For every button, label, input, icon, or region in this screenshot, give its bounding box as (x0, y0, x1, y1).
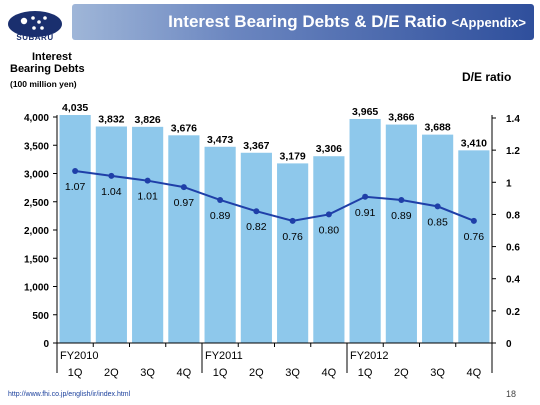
bar-value-label: 3,832 (98, 113, 124, 125)
quarter-label: 3Q (285, 367, 300, 379)
de-ratio-label: 0.76 (464, 231, 485, 243)
bar-value-label: 3,410 (461, 137, 487, 149)
de-ratio-point (289, 217, 296, 224)
quarter-label: 4Q (177, 367, 192, 379)
logo-text: SUBARU (16, 33, 54, 42)
bar-value-label: 3,688 (424, 122, 450, 134)
quarter-label: 3Q (430, 367, 445, 379)
bar-value-label: 3,965 (352, 106, 378, 118)
left-tick-label: 1,500 (24, 254, 49, 265)
bar (422, 134, 454, 343)
right-tick-label: 0.8 (506, 210, 520, 221)
de-ratio-label: 0.80 (319, 224, 340, 236)
de-ratio-point (325, 211, 332, 218)
fiscal-year-label: FY2010 (60, 350, 99, 362)
de-ratio-point (398, 196, 405, 203)
de-ratio-point (217, 196, 224, 203)
right-tick-label: 1 (506, 178, 512, 189)
left-tick-label: 500 (32, 311, 49, 322)
bar (59, 115, 91, 344)
left-tick-label: 3,000 (24, 170, 49, 181)
de-ratio-line (74, 170, 475, 222)
de-ratio-label: 0.89 (391, 210, 412, 222)
quarter-label: 4Q (322, 367, 337, 379)
de-ratio-label: 0.76 (282, 231, 303, 243)
left-axis-label: Interest Bearing Debts (100 million yen) (10, 51, 110, 90)
bar (458, 150, 490, 343)
quarter-label: 2Q (394, 367, 409, 379)
left-tick-label: 3,500 (24, 141, 49, 152)
right-tick-label: 0.4 (506, 275, 520, 286)
right-tick-label: 0.2 (506, 307, 520, 318)
right-tick-label: 0 (506, 339, 512, 350)
footer-url[interactable]: http://www.fhi.co.jp/english/ir/index.ht… (8, 391, 131, 398)
quarter-label: 1Q (68, 367, 83, 379)
bar (240, 152, 272, 343)
bar (277, 163, 309, 343)
de-ratio-label: 1.01 (137, 191, 158, 203)
quarter-label: 2Q (104, 367, 119, 379)
bar-value-label: 3,473 (207, 134, 233, 146)
quarter-label: 1Q (213, 367, 228, 379)
bar (168, 135, 200, 343)
de-ratio-label: 0.89 (210, 210, 231, 222)
quarter-label: 2Q (249, 367, 264, 379)
title-bar (72, 4, 534, 40)
bar (95, 126, 127, 343)
title-main: Interest Bearing Debts & D/E Ratio (168, 12, 447, 31)
de-ratio-label: 0.97 (174, 197, 195, 209)
de-ratio-label: 1.07 (65, 181, 86, 193)
subaru-logo (8, 11, 62, 37)
bar (313, 156, 345, 343)
de-ratio-label: 1.04 (101, 186, 122, 198)
de-ratio-point (72, 168, 79, 175)
quarter-label: 4Q (467, 367, 482, 379)
right-tick-label: 1.4 (506, 114, 520, 125)
de-ratio-point (362, 193, 369, 200)
bar-value-label: 3,367 (243, 140, 269, 152)
quarter-label: 1Q (358, 367, 373, 379)
quarter-label: 3Q (140, 367, 155, 379)
de-ratio-point (108, 172, 115, 179)
left-tick-label: 0 (43, 339, 49, 350)
bar-value-label: 3,866 (388, 112, 414, 124)
title-sub: <Appendix> (451, 15, 526, 30)
bar-value-label: 4,035 (62, 102, 88, 114)
de-ratio-point (470, 217, 477, 224)
left-axis-label-line2: Bearing Debts (10, 63, 85, 75)
right-axis-label: D/E ratio (462, 70, 512, 84)
bar (132, 126, 164, 344)
right-tick-label: 1.2 (506, 146, 520, 157)
de-ratio-label: 0.85 (427, 216, 448, 228)
left-axis-label-line1: Interest (32, 51, 72, 63)
left-axis-unit: (100 million yen) (10, 79, 77, 89)
de-ratio-point (144, 177, 151, 184)
bar-value-label: 3,826 (134, 114, 160, 126)
bar-value-label: 3,676 (171, 122, 197, 134)
left-tick-label: 2,000 (24, 226, 49, 237)
left-tick-label: 1,000 (24, 283, 49, 294)
bar-value-label: 3,179 (279, 150, 305, 162)
bar (385, 124, 417, 343)
left-tick-label: 2,500 (24, 198, 49, 209)
page-number: 18 (506, 389, 517, 399)
de-ratio-label: 0.91 (355, 207, 376, 219)
right-tick-label: 0.6 (506, 243, 520, 254)
left-tick-label: 4,000 (24, 113, 49, 124)
bar (349, 118, 381, 343)
bar-value-label: 3,306 (316, 143, 342, 155)
de-ratio-label: 0.82 (246, 221, 267, 233)
de-ratio-point (253, 208, 260, 215)
fiscal-year-label: FY2012 (350, 350, 389, 362)
de-ratio-point (180, 184, 187, 191)
fiscal-year-label: FY2011 (205, 350, 243, 362)
page-title: Interest Bearing Debts & D/E Ratio <Appe… (72, 4, 526, 40)
de-ratio-point (434, 203, 441, 210)
bar (204, 146, 236, 343)
